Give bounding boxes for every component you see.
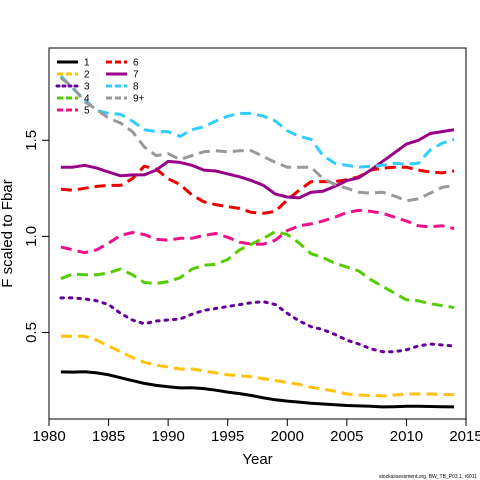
legend-label-6: 6 [133, 58, 139, 69]
series-line-1 [60, 370, 455, 409]
x-axis-title: Year [242, 451, 272, 468]
footnote: stockassessment.org, BW_TB_P03.1, r6011 [379, 474, 477, 480]
legend-label-7: 7 [133, 70, 139, 81]
series-line-2 [60, 334, 455, 398]
y-tick-label: 0.5 [23, 322, 40, 343]
legend-label-8: 8 [133, 82, 139, 93]
legend-label-9plus: 9+ [133, 94, 145, 105]
legend-label-1: 1 [84, 58, 90, 69]
series-line-6 [60, 164, 455, 215]
series-line-5 [60, 208, 455, 255]
series-line-8 [59, 74, 455, 169]
x-tick-label: 2005 [330, 428, 363, 445]
x-tick-label: 1985 [92, 428, 125, 445]
x-tick-label: 1990 [151, 428, 184, 445]
y-axis: 0.5 1.0 1.5 [23, 130, 50, 343]
x-tick-label: 1995 [211, 428, 244, 445]
legend-label-2: 2 [84, 70, 90, 81]
series-line-7 [60, 128, 455, 200]
x-tick-label: 2000 [271, 428, 304, 445]
legend-label-4: 4 [84, 94, 90, 105]
series-line-3 [59, 296, 456, 354]
series-line-9plus [59, 76, 455, 203]
x-tick-label: 2010 [390, 428, 423, 445]
x-axis: 1980 1985 1990 1995 2000 2005 2010 2015 [32, 418, 480, 445]
plot-lines [59, 74, 456, 409]
series-line-4 [60, 230, 455, 309]
legend-label-3: 3 [84, 82, 90, 93]
legend-label-5: 5 [84, 106, 90, 117]
x-tick-label: 1980 [32, 428, 65, 445]
x-tick-label: 2015 [449, 428, 480, 445]
y-axis-title: F scaled to Fbar [0, 179, 16, 287]
y-tick-label: 1.5 [23, 130, 40, 151]
y-tick-label: 1.0 [23, 226, 40, 247]
